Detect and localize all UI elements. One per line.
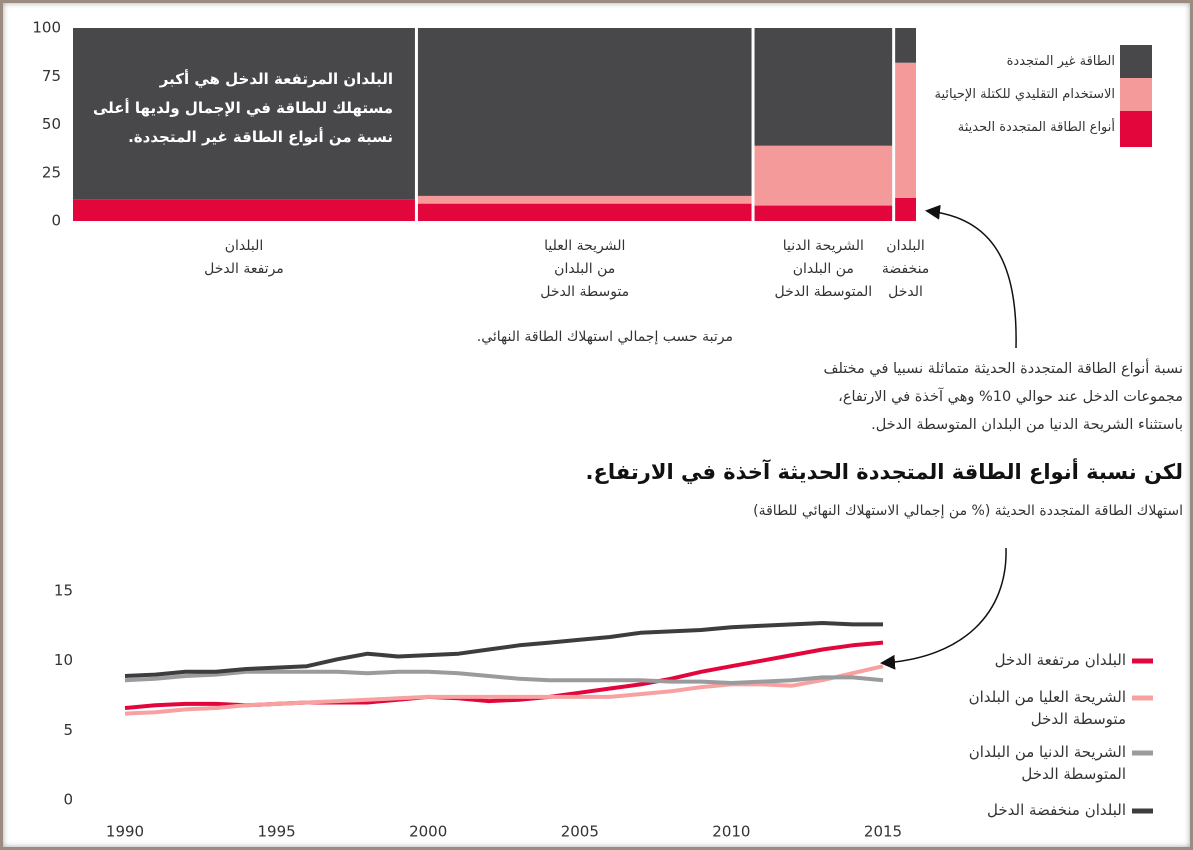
bar-segment [73, 199, 415, 221]
legend-label: الشريحة العليا من البلدان متوسطة الدخل [968, 688, 1126, 728]
bar-segment [895, 28, 916, 63]
bar-segment [417, 195, 752, 204]
legend-swatch [1120, 45, 1152, 78]
x-tick-label: البلدان منخفضة الدخل [881, 238, 930, 300]
bar-segment [754, 205, 893, 221]
x-tick-label: 2000 [409, 823, 447, 841]
legend-label: الاستخدام التقليدي للكتلة الإحيائية [934, 87, 1115, 102]
legend-label: البلدان منخفضة الدخل [987, 801, 1126, 819]
line [124, 621, 883, 678]
y-tick-label: 0 [51, 212, 61, 230]
y-tick-label: 75 [42, 67, 61, 85]
y-tick-label: 100 [32, 19, 61, 37]
chart-title: لكن نسبة أنواع الطاقة المتجددة الحديثة آ… [585, 460, 1183, 484]
bar-segment [417, 28, 752, 196]
legend-swatch [1120, 111, 1152, 147]
arrow [925, 204, 1017, 349]
x-tick-label: الشريحة العليا من البلدان متوسطة الدخل [540, 238, 630, 300]
legend-label: البلدان مرتفعة الدخل [994, 651, 1126, 669]
y-tick-label: 10 [54, 651, 73, 669]
annotation: البلدان المرتفعة الدخل هي أكبر مستهلك لل… [93, 70, 393, 146]
x-axis-label: مرتبة حسب إجمالي استهلاك الطاقة النهائي. [476, 329, 733, 345]
bar-segment [754, 28, 893, 146]
annotation: نسبة أنواع الطاقة المتجددة الحديثة متماث… [823, 361, 1183, 433]
x-tick-label: 2010 [712, 823, 750, 841]
legend-label: أنواع الطاقة المتجددة الحديثة [957, 120, 1115, 135]
arrow [880, 547, 1007, 670]
y-tick-label: 5 [63, 721, 73, 739]
y-tick-label: 0 [63, 791, 73, 809]
y-tick-label: 50 [42, 115, 61, 133]
chart-subtitle: استهلاك الطاقة المتجددة الحديثة (% من إج… [753, 503, 1183, 519]
bar-segment [754, 145, 893, 206]
y-tick-label: 25 [42, 163, 61, 181]
x-tick-label: 2015 [864, 823, 902, 841]
legend-label: الطاقة غير المتجددة [1006, 54, 1115, 69]
y-tick-label: 15 [54, 582, 73, 600]
line [124, 669, 884, 685]
chart: 0 25 50 75 100 0 5 10 15 1990 1995 2000 2005 2010 2015 [32, 19, 1153, 841]
x-tick-label: الشريحة الدنيا من البلدان المتوسطة الدخل [774, 238, 873, 300]
bar-segment [73, 28, 415, 200]
line [124, 664, 884, 716]
x-tick-label: 2005 [561, 823, 599, 841]
legend-label: الشريحة الدنيا من البلدان المتوسطة الدخل [968, 743, 1126, 783]
legend-swatch [1120, 78, 1152, 111]
x-tick-label: البلدان مرتفعة الدخل [204, 238, 284, 277]
bar-segment [417, 203, 752, 221]
x-tick-label: 1995 [258, 823, 296, 841]
bar-segment [895, 197, 916, 221]
x-tick-label: 1990 [106, 823, 144, 841]
bar-segment [895, 62, 916, 198]
